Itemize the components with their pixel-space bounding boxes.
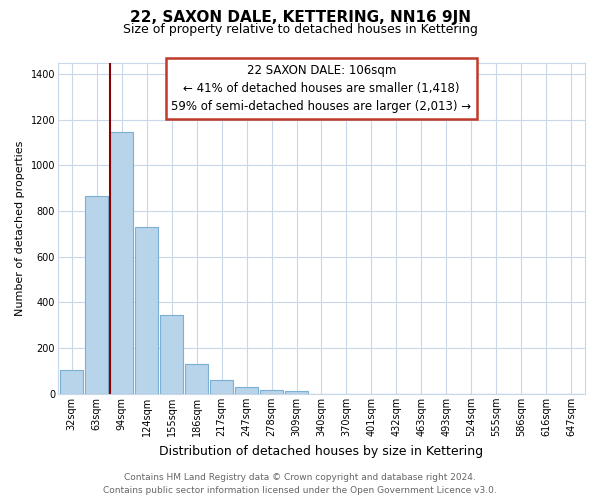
Text: 22 SAXON DALE: 106sqm
← 41% of detached houses are smaller (1,418)
59% of semi-d: 22 SAXON DALE: 106sqm ← 41% of detached …	[172, 64, 472, 113]
Text: Size of property relative to detached houses in Kettering: Size of property relative to detached ho…	[122, 22, 478, 36]
Y-axis label: Number of detached properties: Number of detached properties	[15, 140, 25, 316]
Bar	[160, 315, 183, 394]
Bar	[235, 386, 258, 394]
Text: 22, SAXON DALE, KETTERING, NN16 9JN: 22, SAXON DALE, KETTERING, NN16 9JN	[130, 10, 470, 25]
Bar	[285, 391, 308, 394]
Bar	[61, 370, 83, 394]
X-axis label: Distribution of detached houses by size in Kettering: Distribution of detached houses by size …	[160, 444, 484, 458]
Text: Contains HM Land Registry data © Crown copyright and database right 2024.
Contai: Contains HM Land Registry data © Crown c…	[103, 474, 497, 495]
Bar	[110, 132, 133, 394]
Bar	[260, 390, 283, 394]
Bar	[136, 227, 158, 394]
Bar	[185, 364, 208, 394]
Bar	[85, 196, 108, 394]
Bar	[211, 380, 233, 394]
